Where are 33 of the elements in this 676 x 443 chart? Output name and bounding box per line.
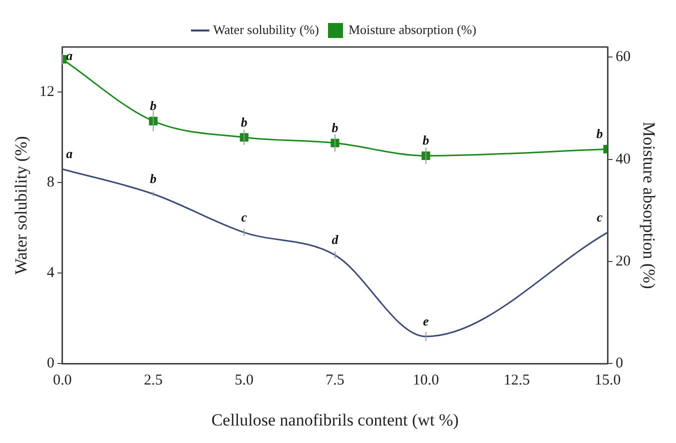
x-tick-label: 15.0 [594, 372, 621, 389]
annotation: a [66, 146, 74, 161]
y2-tick-label: 0 [616, 356, 624, 372]
y-tick-label: 4 [46, 265, 55, 282]
x-tick-label: 0.0 [53, 372, 72, 389]
x-tick-label: 10.0 [412, 372, 439, 389]
y-axis-title: Water solubility (%) [12, 136, 31, 274]
annotation: c [596, 209, 603, 224]
y2-axis-title: Moisture absorption (%) [639, 122, 658, 289]
annotation: b [332, 120, 339, 135]
x-tick-label: 12.5 [504, 372, 530, 389]
y2-tick-label: 20 [616, 253, 631, 270]
y-tick-label: 12 [39, 84, 54, 100]
legend-label: Water solubility (%) [213, 22, 320, 37]
annotation: b [596, 126, 604, 142]
x-tick-label: 7.5 [326, 372, 344, 389]
y2-tick-label: 60 [616, 49, 631, 66]
annotation: e [422, 313, 429, 328]
x-tick-label: 5.0 [234, 372, 254, 389]
legend-label: Moisture absorption (%) [348, 22, 476, 37]
y-tick-label: 0 [46, 356, 54, 372]
annotation: b [150, 98, 158, 113]
annotation: b [240, 114, 248, 130]
annotation: d [332, 232, 339, 247]
annotation: b [422, 132, 430, 148]
line-series [62, 168, 608, 338]
x-axis-title: Cellulose nanofibrils content (wt %) [211, 410, 459, 430]
y2-tick-label: 40 [616, 151, 631, 168]
x-tick-label: 2.5 [144, 372, 163, 389]
y-tick-label: 8 [46, 174, 54, 191]
annotation: a [66, 48, 74, 63]
annotation: b [150, 170, 158, 186]
annotation: c [241, 209, 248, 224]
